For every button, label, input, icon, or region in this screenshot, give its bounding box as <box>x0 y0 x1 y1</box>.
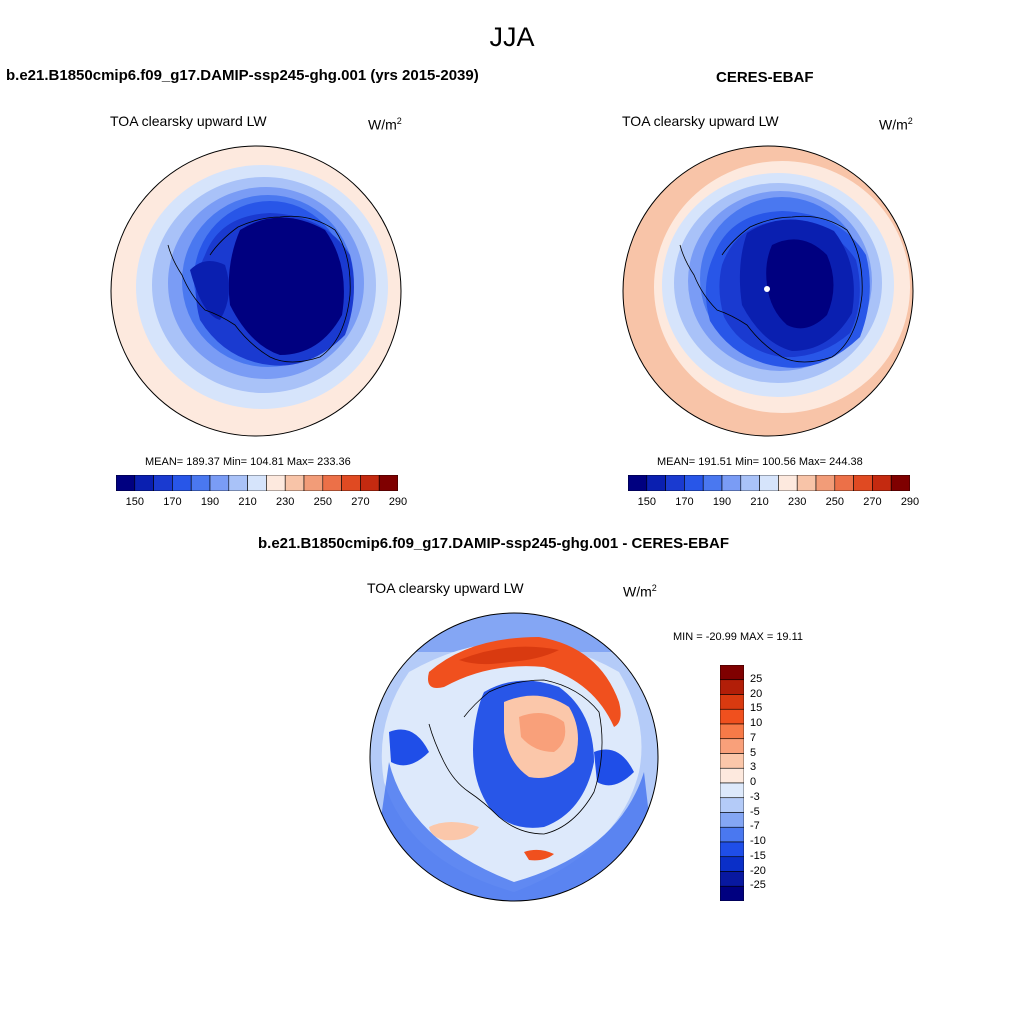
panel-3-colorbar-tick-label: -3 <box>750 790 760 803</box>
panel-1-colorbar-tick-label: 290 <box>388 496 408 508</box>
panel-1-colorbar-labels: 150 170 190 210 230 250 270 290 <box>116 496 408 512</box>
panel-1-colorbar-swatch <box>322 475 342 491</box>
panel-3-colorbar-tick-label: 0 <box>750 776 757 788</box>
panel-2-colorbar <box>628 475 910 491</box>
panel-1-colorbar-swatch <box>341 475 361 491</box>
panel-2-colorbar-tick-label: 270 <box>863 496 882 508</box>
panel-2-colorbar-swatch <box>646 475 666 491</box>
panel-1-colorbar-swatch <box>134 475 154 491</box>
panel-3-colorbar-tick-label: -25 <box>750 879 766 892</box>
panel-3-colorbar <box>720 665 744 901</box>
panel-3-colorbar-swatch <box>720 841 744 858</box>
panel-3-colorbar-swatch <box>720 708 744 725</box>
panel-3-colorbar-tick-label: 3 <box>750 761 757 774</box>
panel-2-colorbar-swatch <box>740 475 760 491</box>
panel-3-colorbar-swatch <box>720 856 744 872</box>
panel-1-variable: TOA clearsky upward LW <box>110 113 267 129</box>
panel-2-colorbar-swatch <box>684 475 704 491</box>
panel-2-stats: MEAN= 191.51 Min= 100.56 Max= 244.38 <box>657 456 863 468</box>
panel-2-units: W/m2 <box>879 116 913 133</box>
panel-3-colorbar-tick-label: 7 <box>750 731 757 744</box>
panel-1-colorbar-tick-label: 190 <box>200 496 220 508</box>
panel-2-colorbar-swatch <box>890 475 910 491</box>
panel-3-units: W/m2 <box>623 583 657 600</box>
panel-1-colorbar-tick-label: 250 <box>313 496 332 508</box>
panel-3-colorbar-tick-label: 15 <box>750 702 763 715</box>
panel-3-colorbar-tick-label: -20 <box>750 864 766 877</box>
panel-1-colorbar-swatch <box>247 475 267 491</box>
panel-2-colorbar-swatch <box>796 475 817 491</box>
panel-2-colorbar-swatch <box>721 475 742 491</box>
panel-1-colorbar-tick-label: 210 <box>238 496 257 508</box>
panel-3-colorbar-swatch <box>720 723 744 740</box>
panel-2-colorbar-tick-label: 210 <box>750 496 769 508</box>
panel-3-colorbar-swatch <box>720 797 744 813</box>
panel-3-colorbar-tick-label: -15 <box>750 849 766 862</box>
panel-1-colorbar-swatch <box>209 475 230 491</box>
panel-3-colorbar-swatch <box>720 871 744 887</box>
panel-3-polar-map <box>369 612 659 902</box>
panel-2-colorbar-tick-label: 170 <box>675 496 694 508</box>
panel-2-variable: TOA clearsky upward LW <box>622 113 779 129</box>
panel-3-colorbar-swatch <box>720 753 744 769</box>
panel-2-colorbar-swatch <box>834 475 854 491</box>
panel-2-title: CERES-EBAF <box>716 69 814 86</box>
panel-3-colorbar-tick-label: -5 <box>750 805 760 818</box>
panel-3-colorbar-swatch <box>720 665 744 681</box>
panel-3-colorbar-tick-label: 5 <box>750 746 757 759</box>
panel-2-colorbar-swatch <box>778 475 798 491</box>
panel-1-colorbar-swatch <box>190 475 211 491</box>
panel-3-colorbar-labels: 25 20 15 10 7 5 3 0 -3 -5 -7 -10 -15 -20 -25 <box>750 665 790 901</box>
panel-3-variable: TOA clearsky upward LW <box>367 580 524 596</box>
panel-3-colorbar-swatch <box>720 826 744 843</box>
panel-3-colorbar-swatch <box>720 812 744 828</box>
panel-3-colorbar-swatch <box>720 679 744 695</box>
panel-3-colorbar-tick-label: 25 <box>750 672 763 685</box>
panel-2-colorbar-swatch <box>872 475 892 491</box>
panel-1-colorbar-tick-label: 170 <box>163 496 182 508</box>
panel-3-colorbar-swatch <box>720 738 744 754</box>
panel-3-colorbar-swatch <box>720 885 744 901</box>
panel-1-title: b.e21.B1850cmip6.f09_g17.DAMIP-ssp245-gh… <box>6 67 479 84</box>
panel-1-stats: MEAN= 189.37 Min= 104.81 Max= 233.36 <box>145 456 351 468</box>
panel-2-polar-map <box>622 145 914 437</box>
panel-3-stats: MIN = -20.99 MAX = 19.11 <box>673 631 804 643</box>
panel-1-colorbar-swatch <box>228 475 248 491</box>
panel-1-polar-map <box>110 145 402 437</box>
panel-2-colorbar-tick-label: 190 <box>712 496 732 508</box>
panel-1-colorbar-swatch <box>284 475 305 491</box>
panel-2-colorbar-swatch <box>702 475 723 491</box>
panel-1-colorbar-swatch <box>378 475 398 491</box>
panel-2-colorbar-swatch <box>759 475 779 491</box>
panel-1-colorbar-swatch <box>360 475 380 491</box>
panel-2-colorbar-swatch <box>665 475 685 491</box>
panel-3-colorbar-tick-label: 10 <box>750 717 763 729</box>
panel-3-title: b.e21.B1850cmip6.f09_g17.DAMIP-ssp245-gh… <box>258 535 729 552</box>
panel-3-colorbar-swatch <box>720 694 744 710</box>
panel-1-colorbar-tick-label: 230 <box>276 496 295 508</box>
panel-1-colorbar-swatch <box>172 475 192 491</box>
panel-2-colorbar-swatch <box>853 475 873 491</box>
panel-2-colorbar-tick-label: 150 <box>637 496 656 508</box>
panel-1-units: W/m2 <box>368 116 402 133</box>
panel-3-colorbar-swatch <box>720 767 744 784</box>
panel-2-colorbar-swatch <box>628 475 648 491</box>
figure-title: JJA <box>489 22 535 52</box>
panel-3-colorbar-tick-label: 20 <box>750 687 763 700</box>
panel-2-colorbar-swatch <box>815 475 836 491</box>
panel-1-colorbar-swatch <box>303 475 324 491</box>
panel-3-colorbar-swatch <box>720 782 744 799</box>
panel-1-colorbar-swatch <box>116 475 136 491</box>
panel-2-colorbar-tick-label: 250 <box>825 496 844 508</box>
panel-3-colorbar-tick-label: -10 <box>750 835 766 847</box>
panel-2-colorbar-tick-label: 290 <box>900 496 920 508</box>
panel-3-colorbar-tick-label: -7 <box>750 820 760 833</box>
panel-1-colorbar-swatch <box>266 475 286 491</box>
panel-1-colorbar-swatch <box>153 475 173 491</box>
panel-1-colorbar-tick-label: 150 <box>125 496 144 508</box>
panel-1-colorbar-tick-label: 270 <box>351 496 370 508</box>
panel-2-colorbar-tick-label: 230 <box>788 496 807 508</box>
panel-1-colorbar <box>116 475 398 491</box>
panel-2-colorbar-labels: 150 170 190 210 230 250 270 290 <box>628 496 920 512</box>
